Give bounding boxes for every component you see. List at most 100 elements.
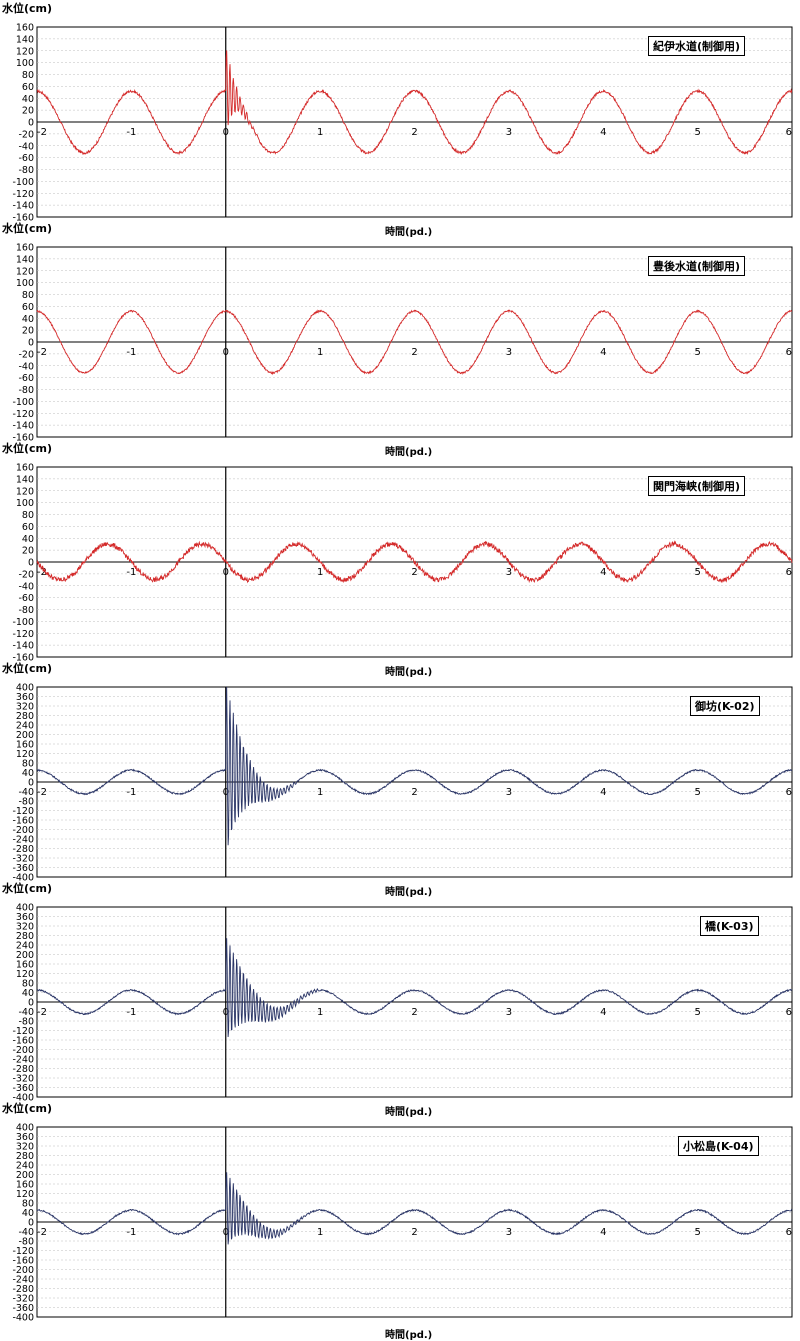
y-tick-label: -240 (12, 1275, 34, 1286)
chart-panel-komatsushima: 水位(cm) 400 360 320 280 240 200 160 120 80 40 0 -40-… (0, 1100, 800, 1341)
y-tick-label: -160 (12, 816, 34, 827)
x-tick-label: 1 (317, 787, 323, 798)
y-tick-label: 140 (16, 34, 34, 45)
chart-panel-tachibana: 水位(cm) 400 360 320 280 240 200 160 120 80 40 0 -40-… (0, 880, 800, 1118)
chart-title: 小松島(K-04) (678, 1136, 759, 1156)
chart-svg: 40036032028024020016012080400-40-80-120-… (12, 1123, 793, 1323)
y-tick-label: -80 (18, 797, 34, 808)
y-tick-label: 320 (16, 1142, 34, 1153)
y-tick-label: -400 (12, 1313, 34, 1323)
y-tick-label: 80 (22, 290, 34, 301)
chart-svg: 160140120100806040200-20-40-60-80-100-12… (12, 23, 793, 223)
y-tick-label: 280 (16, 931, 34, 942)
y-tick-label: -20 (18, 349, 34, 360)
x-tick-label: 2 (411, 347, 417, 358)
y-tick-label: 20 (22, 106, 34, 117)
y-tick-label: -320 (12, 1294, 34, 1305)
x-tick-label: -1 (126, 1227, 136, 1238)
x-tick-label: 0 (223, 127, 229, 138)
x-tick-label: 6 (786, 567, 792, 578)
y-tick-label: 120 (16, 969, 34, 980)
y-tick-label: 80 (22, 979, 34, 990)
y-tick-label: -160 (12, 433, 34, 443)
y-tick-label: 240 (16, 941, 34, 952)
x-tick-label: 2 (411, 127, 417, 138)
y-tick-label: 160 (16, 463, 34, 474)
y-tick-label: 400 (16, 683, 34, 694)
y-tick-label: -360 (12, 1083, 34, 1094)
y-tick-label: 140 (16, 474, 34, 485)
x-tick-label: -2 (37, 1007, 47, 1018)
y-tick-label: -360 (12, 863, 34, 874)
y-tick-label: 60 (22, 82, 34, 93)
y-tick-label: 0 (28, 1218, 34, 1229)
y-tick-label: -120 (12, 806, 34, 817)
chart-title: 豊後水道(制御用) (648, 256, 746, 276)
x-tick-label: 3 (506, 787, 512, 798)
y-tick-label: -100 (12, 177, 34, 188)
y-tick-label: 100 (16, 278, 34, 289)
y-tick-label: 40 (22, 314, 34, 325)
y-tick-label: -60 (18, 593, 34, 604)
chart-panel-kanmon: 水位(cm) 160 140 120 100 80 60 40 20 0 -20 -40 -60 -80… (0, 440, 800, 678)
x-tick-label: 6 (786, 1007, 792, 1018)
x-tick-label: -2 (37, 127, 47, 138)
x-tick-label: 0 (223, 1227, 229, 1238)
x-tick-label: 6 (786, 127, 792, 138)
chart-svg: 40036032028024020016012080400-40-80-120-… (12, 903, 793, 1102)
x-tick-label: -2 (37, 1227, 47, 1238)
x-tick-label: -1 (126, 127, 136, 138)
x-tick-label: 6 (786, 347, 792, 358)
x-axis-label: 時間(pd.) (385, 227, 433, 238)
y-tick-label: -320 (12, 1074, 34, 1085)
y-tick-label: 200 (16, 730, 34, 741)
y-tick-label: -40 (18, 1007, 34, 1018)
x-tick-label: 6 (786, 787, 792, 798)
x-tick-label: 5 (694, 567, 700, 578)
x-tick-label: 1 (317, 1007, 323, 1018)
y-axis-label: 水位(cm) (2, 222, 53, 235)
y-tick-label: 60 (22, 522, 34, 533)
x-tick-label: 5 (694, 347, 700, 358)
y-tick-label: -140 (12, 421, 34, 432)
x-tick-label: -2 (37, 567, 47, 578)
y-tick-label: -360 (12, 1303, 34, 1314)
y-tick-label: 200 (16, 950, 34, 961)
y-tick-label: 120 (16, 1189, 34, 1200)
x-tick-label: 0 (223, 567, 229, 578)
y-tick-label: -160 (12, 653, 34, 663)
y-tick-label: -160 (12, 1256, 34, 1267)
x-axis-label: 時間(pd.) (385, 1330, 433, 1341)
y-axis-label: 水位(cm) (2, 662, 53, 675)
y-tick-label: -20 (18, 129, 34, 140)
chart-title: 御坊(K-02) (690, 696, 760, 716)
y-tick-label: 160 (16, 960, 34, 971)
y-tick-label: -40 (18, 787, 34, 798)
x-tick-label: 1 (317, 567, 323, 578)
x-tick-label: 2 (411, 1227, 417, 1238)
x-tick-label: -1 (126, 347, 136, 358)
x-tick-label: 3 (506, 1007, 512, 1018)
y-tick-label: 160 (16, 1180, 34, 1191)
y-tick-label: 80 (22, 70, 34, 81)
y-tick-label: -160 (12, 213, 34, 223)
y-tick-label: -80 (18, 165, 34, 176)
y-axis-label: 水位(cm) (2, 2, 53, 15)
x-tick-label: 2 (411, 567, 417, 578)
y-tick-label: 400 (16, 1123, 34, 1134)
x-tick-label: -1 (126, 787, 136, 798)
y-tick-label: 100 (16, 498, 34, 509)
x-tick-label: 3 (506, 127, 512, 138)
y-tick-label: 80 (22, 759, 34, 770)
y-tick-label: 360 (16, 1132, 34, 1143)
x-axis-label: 時間(pd.) (385, 667, 433, 678)
y-tick-label: 280 (16, 1151, 34, 1162)
x-tick-label: -1 (126, 567, 136, 578)
x-tick-label: 5 (694, 787, 700, 798)
y-tick-label: 120 (16, 486, 34, 497)
y-tick-label: 0 (28, 998, 34, 1009)
x-tick-label: 3 (506, 347, 512, 358)
y-tick-label: -160 (12, 1036, 34, 1047)
series-line (36, 938, 793, 1038)
x-tick-label: 1 (317, 347, 323, 358)
